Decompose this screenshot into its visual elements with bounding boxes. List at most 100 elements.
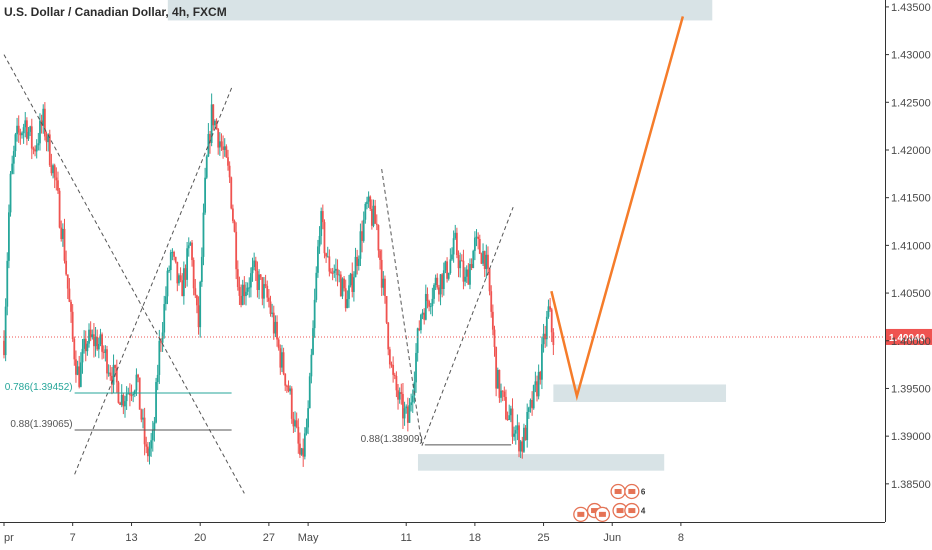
candle-body: [263, 284, 265, 299]
candle-body: [19, 132, 22, 136]
candle-body: [184, 268, 187, 280]
candle-body: [465, 269, 468, 277]
candle-body: [452, 238, 455, 255]
candle-body: [246, 287, 249, 292]
candle-body: [315, 272, 318, 300]
candle-body: [55, 177, 58, 181]
candle-body: [313, 299, 316, 329]
candle-body: [21, 133, 23, 136]
event-marker-6[interactable]: 6: [624, 483, 646, 500]
candle-body: [307, 408, 310, 428]
candle-body: [187, 245, 190, 249]
price-axis[interactable]: 1.38500 1.39000 1.39500 1.40000 1.40500 1.410…: [885, 2, 931, 491]
candle-body: [480, 253, 483, 264]
candle-body: [135, 374, 138, 391]
candle-body: [93, 334, 95, 347]
candle-body: [537, 371, 540, 397]
candle-body: [524, 427, 527, 441]
candle-body: [436, 277, 439, 288]
candle-body: [513, 433, 516, 437]
candle-body: [292, 418, 295, 427]
candle-body: [4, 306, 7, 356]
candle-body: [171, 252, 174, 254]
candle-body: [245, 291, 247, 297]
price-tick-label: 1.38500: [891, 479, 931, 491]
candle-body: [274, 321, 277, 334]
candle-body: [328, 256, 331, 272]
prediction-layer: [550, 16, 685, 402]
event-marker-4[interactable]: 2: [610, 483, 632, 500]
event-marker-7[interactable]: 4: [624, 502, 646, 519]
event-flag-shape: [598, 511, 606, 517]
event-flag-shape: [614, 488, 622, 494]
candle-body: [156, 374, 159, 383]
candle-body: [186, 248, 189, 280]
candle-body: [12, 151, 15, 164]
candle-body: [58, 190, 61, 228]
candle-body: [29, 126, 32, 132]
candle-body: [335, 268, 337, 271]
candle-body: [125, 393, 128, 402]
candle-body: [37, 143, 40, 146]
candle-body: [284, 373, 287, 386]
candle-body: [402, 393, 404, 419]
candle-body: [331, 272, 334, 274]
candle-body: [102, 351, 105, 353]
candle-body: [467, 269, 470, 285]
candle-body: [272, 312, 275, 334]
time-tick-label: May: [298, 532, 319, 544]
candle-body: [406, 406, 409, 423]
candle-body: [423, 312, 426, 320]
event-marker-1[interactable]: [573, 506, 589, 523]
candle-body: [196, 295, 198, 306]
candle-body: [16, 125, 18, 135]
events-layer[interactable]: 22464: [573, 483, 646, 523]
candle-body: [415, 352, 417, 383]
candle-body: [27, 131, 30, 139]
current-price-tag: [886, 328, 932, 345]
candle-body: [119, 402, 121, 405]
candle-body: [377, 225, 380, 251]
candle-body: [94, 336, 97, 347]
candle-body: [277, 339, 280, 349]
candle-body: [146, 446, 149, 457]
candle-body: [295, 420, 298, 427]
time-axis[interactable]: pr 7 13 20 27 May 11 18 25 Jun 8: [3, 522, 684, 544]
event-flag-shape: [591, 508, 599, 514]
candle-body: [163, 304, 166, 333]
candle-body: [276, 321, 278, 340]
price-tick-label: 1.39000: [891, 431, 931, 443]
event-count: 6: [641, 487, 646, 496]
candle-body: [53, 165, 56, 178]
time-tick-label: 8: [678, 532, 684, 544]
chart-background: [0, 0, 885, 522]
candle-body: [111, 375, 113, 385]
candle-body: [202, 212, 205, 257]
candle-body: [299, 443, 301, 455]
candle-body: [428, 301, 430, 307]
candle-body: [326, 256, 329, 258]
candle-body: [104, 349, 107, 353]
candle-body: [341, 278, 344, 297]
candle-body: [235, 231, 238, 270]
candle-body: [369, 196, 372, 209]
candle-body: [333, 270, 336, 273]
candle-body: [227, 157, 229, 166]
candle-body: [99, 334, 102, 345]
candle-body: [42, 108, 45, 126]
candle-body: [217, 129, 220, 148]
candle-body: [488, 268, 491, 292]
event-marker-3[interactable]: [594, 506, 611, 523]
candle-body: [109, 372, 112, 376]
candle-body: [308, 376, 311, 409]
candle-body: [253, 260, 256, 267]
candle-body: [477, 236, 480, 239]
price-tick-label: 1.40000: [891, 336, 931, 348]
candle-body: [181, 280, 184, 297]
candle-body: [124, 401, 126, 407]
candle-body: [514, 430, 517, 434]
candle-body: [500, 390, 502, 398]
candle-body: [536, 381, 538, 397]
candle-body: [228, 165, 231, 178]
